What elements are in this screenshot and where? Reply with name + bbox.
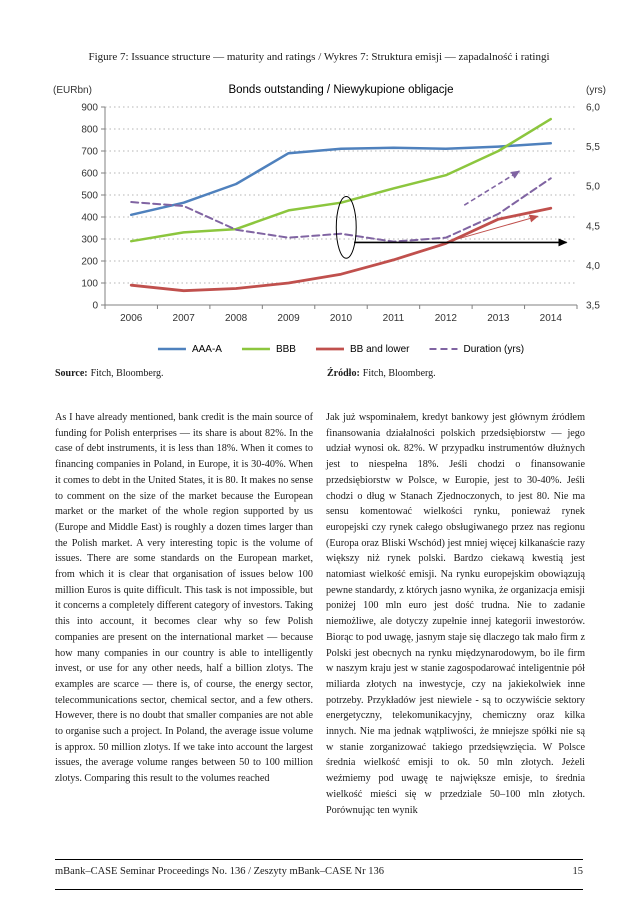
series-line-AAA-A [129, 142, 553, 217]
svg-text:2014: 2014 [540, 313, 563, 324]
footer-rule-bottom [55, 889, 583, 890]
svg-text:2007: 2007 [173, 313, 196, 324]
legend-item: BB and lower [315, 344, 410, 355]
svg-text:4,5: 4,5 [586, 221, 600, 232]
series-line-BB and lower [129, 206, 553, 293]
svg-text:400: 400 [81, 213, 98, 224]
svg-text:5,5: 5,5 [586, 142, 600, 153]
figure-caption: Figure 7: Issuance structure — maturity … [88, 51, 550, 63]
svg-text:2012: 2012 [435, 313, 458, 324]
svg-text:AAA-A: AAA-A [192, 344, 222, 355]
source-label-pl: Źródło: [327, 368, 360, 379]
annotation-ellipse [335, 195, 357, 259]
annotation-arrow [453, 214, 539, 241]
source-note-pl: Źródło: Fitch, Bloomberg. [327, 368, 436, 379]
svg-text:100: 100 [81, 279, 98, 290]
svg-text:2008: 2008 [225, 313, 248, 324]
svg-text:2011: 2011 [383, 313, 405, 324]
svg-text:300: 300 [81, 235, 98, 246]
svg-text:4,0: 4,0 [586, 261, 600, 272]
svg-text:900: 900 [81, 103, 98, 114]
page-footer: mBank–CASE Seminar Proceedings No. 136 /… [55, 865, 583, 879]
body-text-polish: Jak już wspominałem, kredyt bankowy jest… [326, 412, 585, 816]
svg-text:2010: 2010 [330, 313, 353, 324]
left-axis-unit: (EURbn) [53, 85, 92, 96]
svg-text:Duration (yrs): Duration (yrs) [463, 344, 524, 355]
source-value-pl: Fitch, Bloomberg. [362, 368, 436, 379]
svg-text:BB and lower: BB and lower [350, 344, 410, 355]
svg-text:2013: 2013 [487, 313, 510, 324]
footer-series-title: mBank–CASE Seminar Proceedings No. 136 /… [55, 866, 384, 877]
svg-text:500: 500 [81, 191, 98, 202]
legend-item: AAA-A [157, 344, 222, 355]
chart-title: Bonds outstanding / Niewykupione obligac… [228, 84, 453, 96]
svg-text:200: 200 [81, 257, 98, 268]
annotation-arrow [463, 170, 521, 206]
svg-text:700: 700 [81, 147, 98, 158]
svg-text:6,0: 6,0 [586, 103, 600, 114]
svg-text:2009: 2009 [277, 313, 300, 324]
body-text-english: As I have already mentioned, bank credit… [55, 412, 313, 785]
source-note-en: Source: Fitch, Bloomberg. [55, 368, 163, 379]
series-line-BBB [129, 117, 553, 243]
legend-item: BBB [241, 344, 296, 355]
footer-page-number: 15 [572, 866, 584, 877]
svg-text:600: 600 [81, 169, 98, 180]
source-value-en: Fitch, Bloomberg. [90, 368, 164, 379]
svg-text:3,5: 3,5 [586, 301, 600, 312]
svg-text:5,0: 5,0 [586, 182, 600, 193]
footer-rule-top [55, 859, 583, 860]
bonds-outstanding-chart: 0 100 200 300 400 500 600 700 800 900 3,5 4,0 4,5 5,0… [53, 84, 606, 355]
svg-text:0: 0 [92, 301, 98, 312]
source-label-en: Source: [55, 368, 88, 379]
svg-text:BBB: BBB [276, 344, 296, 355]
series-line-Duration (yrs) [130, 177, 552, 243]
svg-text:2006: 2006 [120, 313, 143, 324]
right-axis-unit: (yrs) [586, 85, 606, 96]
legend-item: Duration (yrs) [429, 344, 524, 355]
svg-text:800: 800 [81, 125, 98, 136]
